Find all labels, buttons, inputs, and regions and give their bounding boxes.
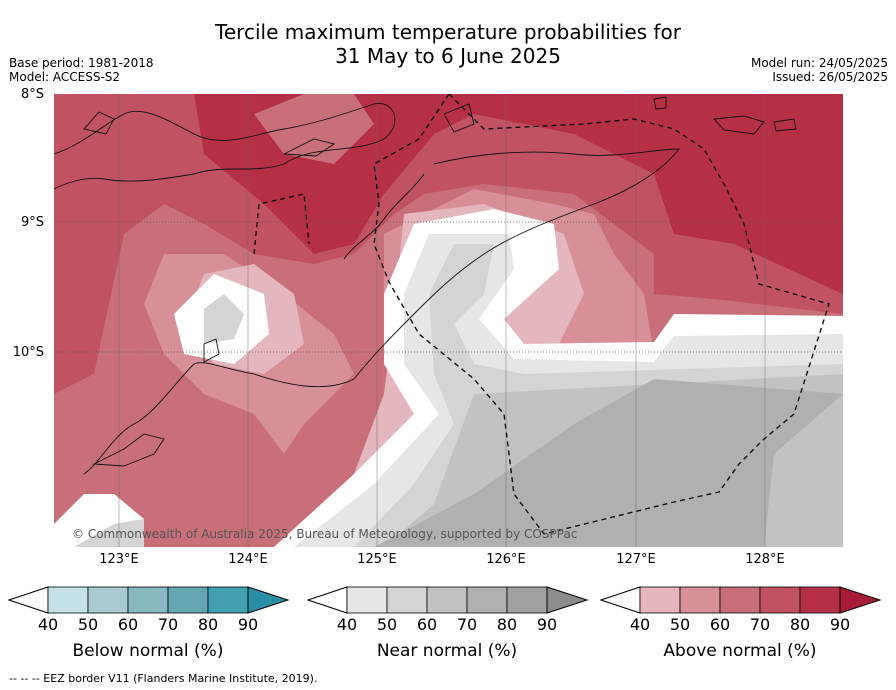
lat-label-8s: 8°S: [20, 87, 44, 102]
colorbar-1-segment-2: [386, 586, 428, 614]
near-normal-80-region: [374, 379, 843, 547]
model-name: Model: ACCESS-S2: [9, 70, 121, 84]
colorbar-1-segment-3: [426, 586, 468, 614]
eez-border-west: [253, 193, 310, 255]
lat-grid: [54, 221, 843, 353]
above-normal-70-patch-north: [254, 94, 374, 164]
lon-label-126e: 126°E: [486, 552, 526, 567]
near-tick-50: 50: [376, 615, 398, 634]
colorbar-2-segment-5: [799, 586, 841, 614]
lat-label-10s: 10°S: [12, 345, 44, 360]
colorbar-below-normal: [7, 586, 290, 614]
near-tick-90: 90: [536, 615, 558, 634]
colorbar-2-segment-4: [759, 586, 801, 614]
colorbar-1-segment-4: [466, 586, 508, 614]
above-normal-label: Above normal (%): [663, 641, 817, 661]
map-title-line-1: Tercile maximum temperature probabilitie…: [215, 20, 681, 44]
colorbar-above-normal-graphic: [599, 586, 882, 614]
copyright-notice: © Commonwealth of Australia 2025, Bureau…: [72, 527, 578, 541]
colorbar-0-segment-0: [7, 586, 49, 614]
model-run: Model run: 24/05/2025: [750, 56, 888, 70]
colorbar-2-segment-0: [599, 586, 641, 614]
below-tick-70: 70: [157, 615, 179, 634]
lon-label-123e: 123°E: [99, 552, 139, 567]
colorbar-0-segment-5: [207, 586, 249, 614]
base-period: Base period: 1981-2018: [9, 56, 154, 70]
lon-grid: [118, 94, 766, 547]
near-tick-80: 80: [496, 615, 518, 634]
colorbar-0-segment-1: [47, 586, 89, 614]
below-tick-50: 50: [77, 615, 99, 634]
colorbar-near-normal: [306, 586, 589, 614]
map-title-line-2: 31 May to 6 June 2025: [335, 44, 561, 68]
probability-map: © Commonwealth of Australia 2025, Bureau…: [53, 92, 843, 547]
colorbar-1-segment-5: [506, 586, 548, 614]
below-tick-40: 40: [37, 615, 59, 634]
near-tick-60: 60: [416, 615, 438, 634]
eez-border: [373, 92, 830, 535]
issued-date: Issued: 26/05/2025: [772, 70, 888, 84]
above-tick-90: 90: [829, 615, 851, 634]
colorbar-2-segment-6: [839, 586, 882, 614]
colorbar-below-normal-graphic: [7, 586, 290, 614]
colorbar-1-segment-6: [546, 586, 589, 614]
below-normal-label: Below normal (%): [72, 641, 224, 661]
colorbar-2-segment-2: [679, 586, 721, 614]
lon-label-125e: 125°E: [357, 552, 397, 567]
below-tick-90: 90: [237, 615, 259, 634]
colorbar-0-segment-6: [247, 586, 290, 614]
near-tick-70: 70: [456, 615, 478, 634]
map-canvas: [53, 92, 843, 547]
colorbar-0-segment-4: [167, 586, 209, 614]
colorbar-1-segment-1: [346, 586, 388, 614]
lon-label-124e: 124°E: [228, 552, 268, 567]
near-tick-40: 40: [336, 615, 358, 634]
colorbar-2-segment-3: [719, 586, 761, 614]
below-tick-60: 60: [117, 615, 139, 634]
lon-label-127e: 127°E: [616, 552, 656, 567]
colorbar-0-segment-2: [87, 586, 129, 614]
above-tick-80: 80: [789, 615, 811, 634]
colorbar-near-normal-graphic: [306, 586, 589, 614]
colorbar-1-segment-0: [306, 586, 348, 614]
above-tick-50: 50: [669, 615, 691, 634]
below-tick-80: 80: [197, 615, 219, 634]
near-normal-patch-southwest: [74, 519, 144, 547]
eez-legend-note: -- -- -- EEZ border V11 (Flanders Marine…: [9, 672, 318, 685]
near-normal-patch-west: [204, 294, 244, 344]
colorbar-0-segment-3: [127, 586, 169, 614]
above-tick-40: 40: [629, 615, 651, 634]
colorbar-2-segment-1: [639, 586, 681, 614]
near-normal-label: Near normal (%): [376, 641, 518, 661]
colorbar-above-normal: [599, 586, 882, 614]
above-tick-60: 60: [709, 615, 731, 634]
coastlines: [53, 96, 797, 475]
lat-label-9s: 9°S: [20, 215, 44, 230]
lon-label-128e: 128°E: [745, 552, 785, 567]
above-tick-70: 70: [749, 615, 771, 634]
